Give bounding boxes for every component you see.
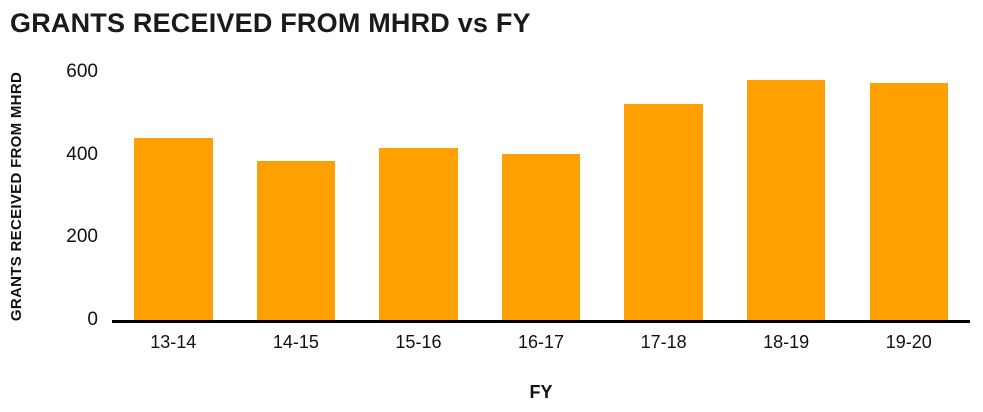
y-tick-label: 200: [66, 226, 98, 248]
bar: [624, 104, 703, 320]
bar: [869, 83, 948, 320]
y-tick-label: 400: [66, 143, 98, 165]
y-tick-label: 0: [87, 309, 98, 330]
y-axis-label: GRANTS RECEIVED FROM MHRD: [8, 71, 26, 321]
x-axis-label: FY: [529, 382, 553, 402]
x-tick-label: 16-17: [518, 332, 565, 352]
y-axis-label-wrap: GRANTS RECEIVED FROM MHRD: [0, 71, 34, 321]
bar-group: 17-18: [602, 72, 725, 352]
bar-group: 16-17: [480, 72, 603, 352]
plot-area: 13-14 14-15 15-16 16-17 17-18 18-19 19-20: [112, 72, 970, 352]
x-tick-label: 13-14: [150, 332, 197, 352]
y-axis-ticks: 0 200 400 600: [36, 61, 98, 330]
bar-group: 18-19: [725, 72, 848, 352]
x-tick-label: 15-16: [395, 332, 442, 352]
bar-group: 19-20: [847, 72, 970, 352]
x-tick-label: 17-18: [640, 332, 687, 352]
bar: [379, 148, 458, 320]
bar-group: 15-16: [357, 72, 480, 352]
x-tick-label: 19-20: [885, 332, 932, 352]
chart-title: GRANTS RECEIVED FROM MHRD vs FY: [10, 8, 531, 38]
bar: [746, 80, 826, 320]
bar-group: 13-14: [112, 72, 235, 352]
bar: [256, 160, 336, 320]
y-tick-label: 600: [66, 61, 98, 82]
x-tick-label: 14-15: [272, 332, 319, 352]
x-tick-label: 18-19: [763, 332, 810, 352]
bar: [134, 138, 213, 320]
bar-group: 14-15: [235, 72, 358, 352]
bar: [501, 153, 581, 320]
